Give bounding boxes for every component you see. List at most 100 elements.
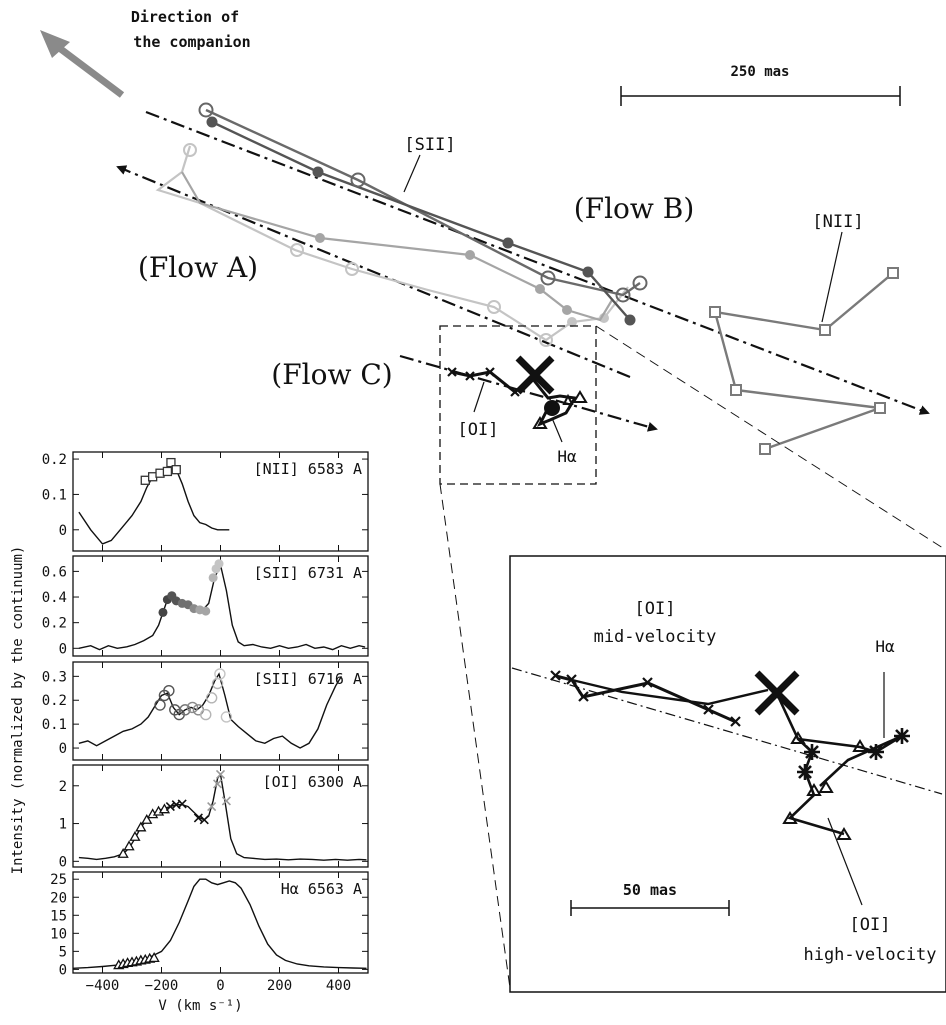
marker-open-circle: [154, 699, 166, 711]
sii-dark-track: [198, 102, 648, 326]
y-tick-label: 0: [59, 641, 67, 657]
marker-square: [171, 465, 181, 475]
marker-open-circle: [220, 711, 233, 723]
flow-a-label: (Flow A): [138, 251, 258, 284]
inset-halpha-label: Hα: [875, 637, 895, 656]
marker-cross: [215, 769, 226, 780]
oi-label-main: [OI]: [458, 420, 499, 440]
y-tick-label: 5: [59, 944, 67, 960]
spectrum-panel-5: 0 5 10 15 20 25 −400 −200 0 200 400 V (km s⁻¹) Hα 65…: [50, 871, 369, 1014]
spectrum-panel-3: 0 0.1 0.2 0.3 [SII] 6716 A: [42, 661, 369, 761]
marker-triangle: [141, 813, 153, 824]
marker-triangle: [123, 840, 135, 851]
y-axis-label: Intensity (normalized by the continuum): [10, 546, 26, 875]
y-tick-label: 25: [50, 872, 67, 888]
spectra-panels: 0 0.1 0.2 [NII] 6583 A 0 0.2 0.4 0.6 [SII] 6731 …: [42, 451, 369, 1014]
spectrum-panel-4: 0 1 2 [OI] 6300 A: [59, 764, 369, 870]
marker-filled-circle: [208, 573, 218, 583]
flow-c-axis: [399, 354, 658, 432]
y-tick-label: 0.1: [42, 717, 67, 733]
marker-triangle: [135, 821, 147, 832]
marker-square: [162, 466, 173, 477]
halpha-leader-main: [551, 417, 563, 443]
marker-triangle: [117, 847, 129, 858]
spectrum-panel-1: 0 0.1 0.2 [NII] 6583 A: [42, 451, 369, 552]
sii-light-track: [155, 143, 629, 347]
inset-axis: [511, 667, 943, 795]
y-tick-label: 0.4: [42, 590, 67, 606]
marker-square: [166, 457, 176, 468]
y-tick-label: 0.2: [42, 616, 67, 632]
marker-filled-circle: [201, 606, 211, 616]
panel-label: [OI] 6300 A: [263, 773, 362, 791]
marker-triangle: [129, 830, 141, 841]
companion-direction-arrow: [40, 30, 125, 98]
x-tick-label: 400: [326, 978, 351, 994]
y-tick-label: 15: [50, 908, 67, 924]
y-tick-label: 10: [50, 926, 67, 942]
y-tick-label: 0: [59, 854, 67, 870]
inset-oi-high-label-line2: high-velocity: [803, 945, 936, 965]
inset-panel: [509, 555, 946, 993]
marker-cross: [207, 801, 217, 812]
nii-label: [NII]: [812, 212, 863, 232]
y-tick-label: 0: [59, 741, 67, 757]
flow-a-axis: [116, 165, 631, 379]
flow-b-axis: [145, 110, 930, 415]
oi-halpha-main-track: [447, 355, 588, 429]
y-tick-label: 0.6: [42, 564, 67, 580]
inset-scale-label: 50 mas: [623, 881, 677, 899]
marker-open-circle: [205, 692, 218, 704]
panel-label: [SII] 6716 A: [254, 670, 362, 688]
panel-label: [SII] 6731 A: [254, 564, 362, 582]
y-tick-label: 0.3: [42, 669, 67, 685]
spectrum-panel-2: 0 0.2 0.4 0.6 [SII] 6731 A: [42, 555, 369, 657]
spectrum-line: [78, 672, 342, 749]
inset-oi-mid-label-line1: [OI]: [635, 599, 676, 619]
marker-open-circle: [200, 708, 212, 721]
marker-cross: [199, 815, 209, 825]
y-tick-label: 0: [59, 523, 67, 539]
flow-c-label: (Flow C): [271, 358, 392, 391]
marker-open-circle: [192, 704, 205, 716]
marker-cross: [165, 801, 175, 812]
inset-scale-bar: [570, 900, 730, 916]
x-tick-label: 0: [216, 978, 224, 994]
y-tick-label: 0.2: [42, 693, 67, 709]
scale-label-main: 250 mas: [730, 64, 789, 80]
marker-cross: [212, 779, 223, 789]
flow-b-label: (Flow B): [574, 192, 695, 225]
y-tick-label: 2: [59, 779, 67, 795]
marker-triangle: [148, 952, 160, 962]
scale-bar-250mas: [620, 86, 901, 106]
zoom-box: [439, 325, 597, 485]
marker-open-circle: [214, 668, 226, 680]
y-tick-label: 20: [50, 890, 67, 906]
y-tick-label: 0.1: [42, 487, 67, 503]
direction-label-line2: the companion: [133, 33, 250, 51]
x-tick-label: 200: [267, 978, 292, 994]
inset-oi-high-label-line1: [OI]: [850, 915, 891, 935]
sii-label: [SII]: [404, 135, 455, 155]
y-tick-label: 0.2: [42, 452, 67, 468]
marker-filled-circle: [214, 559, 224, 569]
marker-open-circle: [163, 684, 175, 697]
panel-label: Hα 6563 A: [281, 880, 362, 898]
inset-oi-mid-track: [550, 670, 800, 727]
y-tick-label: 0: [59, 962, 67, 978]
x-axis-label: V (km s⁻¹): [158, 998, 242, 1014]
marker-open-circle: [186, 701, 199, 714]
panel-label: [NII] 6583 A: [254, 460, 362, 478]
sii-leader: [403, 154, 421, 193]
nii-track: [709, 267, 899, 455]
oi-leader-main: [473, 381, 485, 413]
direction-label-line1: Direction of: [131, 8, 239, 26]
marker-cross: [177, 799, 187, 809]
zoom-connector-top: [595, 325, 946, 551]
sii-mid-track: [181, 171, 613, 322]
inset-oi-mid-label-line2: mid-velocity: [594, 627, 717, 647]
zoom-connector-bottom: [439, 483, 511, 989]
x-tick-label: −200: [145, 978, 179, 994]
marker-cross: [193, 813, 203, 823]
